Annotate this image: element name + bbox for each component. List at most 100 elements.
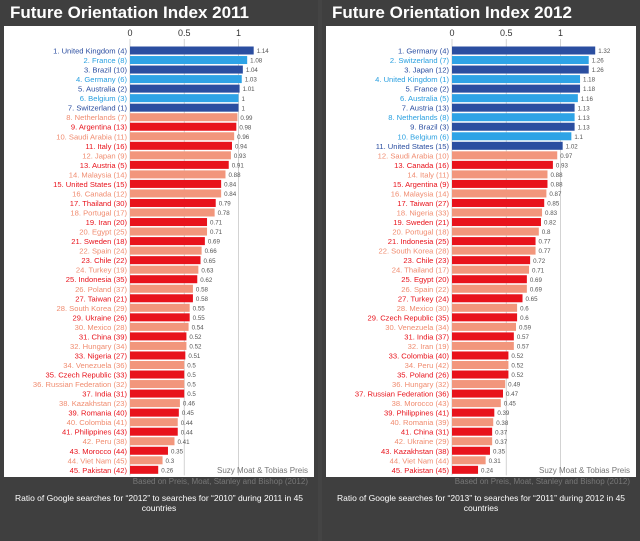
category-label: 37. Russian Federation (36) [355,390,450,399]
category-label: 24. Turkey (19) [76,266,128,275]
bar [130,370,185,379]
data-label: 1.13 [578,115,591,122]
bar [130,198,216,207]
bar [452,284,527,293]
data-label: 0.97 [560,153,573,160]
category-label: 19. Sweden (21) [393,218,449,227]
data-label: 1.03 [245,77,258,84]
data-label: 0.35 [493,448,506,455]
data-label: 0.84 [224,191,237,198]
category-label: 43. Morocco (44) [70,447,128,456]
category-label: 34. Venezuela (36) [63,361,127,370]
chart-area: 0 0.5 1 1. Germany (4) 1.32 2. Switzerland (7… [326,26,636,486]
data-label: 0.72 [533,258,546,265]
bar [452,313,518,322]
bar [452,56,589,65]
bar [130,275,198,284]
category-label: 17. Thailand (30) [70,199,128,208]
bar [452,218,541,227]
category-label: 22. Spain (24) [79,247,127,256]
bar [130,332,187,341]
bar [130,294,193,303]
bar [452,408,495,417]
category-label: 35. Poland (26) [397,371,449,380]
data-label: 1.13 [578,124,591,131]
bar [130,75,242,84]
data-label: 0.24 [481,467,494,474]
chart-panel-2012: Future Orientation Index 2012 0 0.5 1 1. Ge… [322,0,640,541]
data-label: 0.31 [489,458,502,465]
category-label: 6. Belgium (3) [80,94,128,103]
category-label: 8. Netherlands (7) [66,113,127,122]
category-label: 45. Pakistan (42) [70,466,128,475]
bar [452,446,490,455]
data-label: 0.85 [547,201,560,208]
chart-panel-2011: Future Orientation Index 2011 0 0.5 1 1. Un… [0,0,318,541]
x-tick-label: 0.5 [500,28,513,38]
category-label: 9. Argentina (13) [71,123,128,132]
category-label: 40. Colombia (41) [67,418,128,427]
data-label: 0.58 [196,296,209,303]
data-label: 0.8 [542,229,551,236]
category-label: 16. Canada (12) [72,189,127,198]
category-label: 44. Viet Nam (45) [68,456,128,465]
bar [130,189,222,198]
bar [130,341,187,350]
data-label: 0.99 [240,115,253,122]
data-label: 0.78 [218,210,231,217]
data-label: 0.77 [539,239,552,246]
category-label: 44. Viet Nam (44) [390,456,450,465]
data-label: 1.16 [581,96,594,103]
category-label: 26. Spain (22) [401,285,449,294]
category-label: 22. South Korea (28) [379,247,450,256]
data-label: 0.5 [187,363,196,370]
bar [452,132,572,141]
category-label: 17. Taiwan (27) [397,199,449,208]
category-label: 42. Ukraine (29) [395,437,450,446]
data-label: 0.79 [219,201,232,208]
data-label: 0.41 [177,439,190,446]
data-label: 0.26 [161,467,174,474]
data-label: 1.02 [566,143,579,150]
bar [130,408,179,417]
credit-authors: Suzy Moat & Tobias Preis [216,466,308,475]
bar [130,218,208,227]
category-label: 13. Canada (16) [394,161,449,170]
data-label: 0.52 [189,334,202,341]
bar [130,84,240,93]
bar [452,65,589,74]
data-label: 0.88 [228,172,241,179]
data-label: 0.82 [544,220,557,227]
data-label: 0.59 [519,324,532,331]
bar [452,122,575,131]
data-label: 1.26 [592,58,605,65]
bar [452,456,486,465]
category-label: 30. Mexico (28) [75,323,128,332]
bar [452,275,527,284]
category-label: 8. Netherlands (8) [388,113,449,122]
bar [130,256,201,265]
category-label: 33. Nigeria (27) [75,351,128,360]
bar [130,265,199,274]
data-label: 0.84 [224,182,237,189]
category-label: 30. Venezuela (34) [385,323,449,332]
category-label: 16. Malaysia (14) [391,189,450,198]
bar [130,389,185,398]
data-label: 0.93 [556,162,569,169]
bar [452,141,563,150]
bar [452,179,548,188]
category-label: 29. Ukraine (26) [73,313,128,322]
data-label: 0.38 [496,420,509,427]
data-label: 0.77 [539,248,552,255]
bar [130,132,235,141]
category-label: 37. India (31) [82,390,127,399]
category-label: 3. Brazil (10) [84,66,128,75]
x-tick-label: 0 [449,28,454,38]
data-label: 0.45 [504,401,517,408]
data-label: 0.58 [196,286,209,293]
category-label: 43. Kazakhstan (38) [381,447,449,456]
category-label: 25. Egypt (20) [401,275,449,284]
data-label: 0.87 [549,191,562,198]
category-label: 31. India (37) [404,332,449,341]
category-label: 45. Pakistan (45) [392,466,450,475]
